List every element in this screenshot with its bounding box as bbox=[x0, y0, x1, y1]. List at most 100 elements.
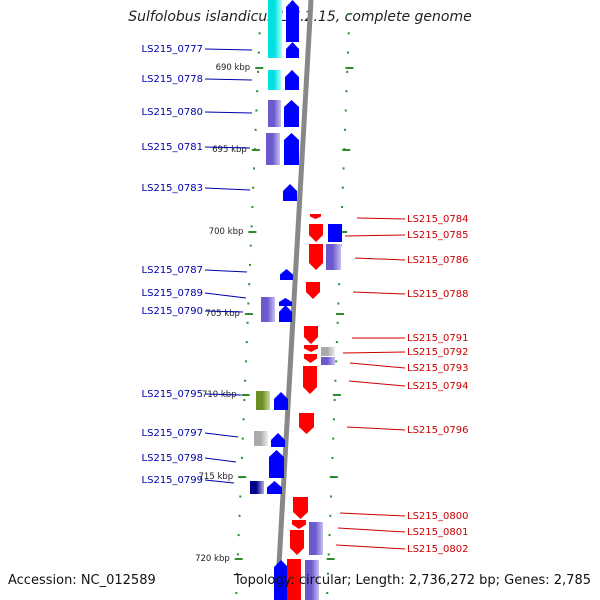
gene-LS215_0802 bbox=[290, 530, 304, 555]
gene-block bbox=[287, 559, 301, 600]
gene-LS215_0778 bbox=[285, 70, 299, 90]
gene-label-LS215_0784: LS215_0784 bbox=[407, 214, 468, 225]
leader-line bbox=[356, 217, 406, 220]
gene-label-LS215_0777: LS215_0777 bbox=[142, 44, 203, 55]
feature-block bbox=[328, 224, 342, 242]
tick-dot-right bbox=[346, 51, 349, 54]
feature-block bbox=[309, 522, 323, 555]
leader-line bbox=[349, 362, 406, 369]
gene-LS215_0787 bbox=[280, 269, 293, 280]
tick-dot-left bbox=[247, 302, 250, 305]
gene-label-LS215_0783: LS215_0783 bbox=[142, 183, 203, 194]
feature-block bbox=[254, 431, 268, 446]
gene-label-LS215_0778: LS215_0778 bbox=[142, 74, 203, 85]
gene-LS215_0792 bbox=[304, 345, 318, 352]
gene-label-LS215_0780: LS215_0780 bbox=[142, 107, 203, 118]
tick-dot-left bbox=[236, 553, 239, 556]
tick-dot-right bbox=[344, 128, 347, 131]
tick-dot-left bbox=[254, 128, 257, 131]
gene-label-LS215_0795: LS215_0795 bbox=[142, 389, 203, 400]
gene-label-LS215_0801: LS215_0801 bbox=[407, 527, 468, 538]
tick-dot-left bbox=[244, 379, 247, 382]
leader-line bbox=[352, 291, 406, 295]
gene-label-LS215_0789: LS215_0789 bbox=[142, 288, 203, 299]
gene-label-LS215_0792: LS215_0792 bbox=[407, 347, 468, 358]
leader-line bbox=[204, 479, 235, 484]
gene-LS215_0780 bbox=[284, 100, 299, 127]
tick-dot-left bbox=[248, 263, 251, 266]
tick-dot-left bbox=[236, 572, 239, 575]
tick-dot-left bbox=[249, 244, 252, 247]
gene-label-LS215_0798: LS215_0798 bbox=[142, 453, 203, 464]
leader-line bbox=[335, 544, 406, 550]
gene-label-LS215_0797: LS215_0797 bbox=[142, 428, 203, 439]
gene-label-LS215_0793: LS215_0793 bbox=[407, 363, 468, 374]
tick-dot-left bbox=[240, 456, 243, 459]
tick-dot-left bbox=[237, 534, 240, 537]
leader-line bbox=[337, 527, 406, 533]
gene-label-LS215_0799: LS215_0799 bbox=[142, 475, 203, 486]
tick-dot-right bbox=[336, 321, 339, 324]
leader-line bbox=[346, 426, 406, 431]
gene-LS215_0793 bbox=[304, 354, 317, 363]
tick-dot-right bbox=[327, 553, 330, 556]
scale-label: 695 kbp bbox=[212, 145, 247, 155]
gene-label-LS215_0796: LS215_0796 bbox=[407, 425, 468, 436]
gene-LS215_0789 bbox=[279, 298, 292, 306]
gene-arrow bbox=[286, 42, 299, 58]
tick-dot-right bbox=[335, 341, 338, 344]
scale-label: 710 kbp bbox=[202, 390, 237, 400]
tick-dot-left bbox=[246, 321, 249, 324]
gene-LS215_0781 bbox=[284, 133, 299, 165]
tick-dot-left bbox=[255, 109, 258, 112]
gene-label-LS215_0791: LS215_0791 bbox=[407, 333, 468, 344]
tick-dot-left bbox=[245, 341, 248, 344]
leader-line bbox=[204, 111, 253, 114]
tick-dot-left bbox=[239, 495, 242, 498]
gene-LS215_0801 bbox=[292, 520, 306, 529]
feature-block bbox=[326, 244, 341, 270]
leader-line bbox=[354, 257, 406, 261]
tick-dot-left bbox=[256, 90, 259, 93]
tick-dot-right bbox=[348, 13, 351, 15]
tick-dot-left bbox=[242, 418, 245, 421]
tick-dot-right bbox=[329, 495, 332, 498]
tick-dot-left bbox=[243, 399, 246, 401]
genome-title: Sulfolobus islandicus L.S.2.15, complete… bbox=[128, 9, 472, 25]
tick-dot-right bbox=[333, 399, 336, 401]
feature-block bbox=[268, 0, 282, 58]
gene-LS215_0796 bbox=[299, 413, 314, 434]
gene-LS215_0798 bbox=[269, 450, 284, 478]
feature-block bbox=[321, 357, 335, 365]
leader-line bbox=[339, 512, 406, 517]
leader-line bbox=[204, 187, 251, 191]
tick-dot-right bbox=[344, 109, 347, 112]
scale-label: 700 kbp bbox=[209, 227, 244, 237]
accession-label: Accession: NC_012589 bbox=[8, 573, 156, 588]
gene-label-LS215_0794: LS215_0794 bbox=[407, 381, 468, 392]
leader-line bbox=[204, 292, 247, 299]
gene-label-LS215_0802: LS215_0802 bbox=[407, 544, 468, 555]
feature-block bbox=[305, 560, 319, 600]
tick-dot-left bbox=[250, 225, 253, 228]
tick-dot-right bbox=[332, 437, 335, 440]
leader-line bbox=[204, 310, 244, 313]
feature-block bbox=[256, 391, 270, 410]
gene-LS215_0777 bbox=[286, 0, 299, 42]
tick-dot-right bbox=[342, 167, 345, 170]
tick-dot-left bbox=[252, 186, 255, 189]
gene-label-LS215_0781: LS215_0781 bbox=[142, 142, 203, 153]
scale-label: 690 kbp bbox=[216, 63, 251, 73]
gene-label-LS215_0790: LS215_0790 bbox=[142, 306, 203, 317]
tick-dot-right bbox=[337, 302, 340, 305]
leader-line bbox=[204, 457, 237, 463]
tick-dot-right bbox=[334, 379, 337, 382]
tick-dot-left bbox=[238, 514, 241, 517]
scale-label: 705 kbp bbox=[205, 309, 240, 319]
gene-LS215_0788 bbox=[306, 282, 320, 299]
tick-dot-left bbox=[235, 592, 238, 594]
tick-dot-right bbox=[338, 283, 341, 286]
gene-LS215_0784 bbox=[310, 214, 321, 219]
leader-line bbox=[204, 78, 253, 81]
